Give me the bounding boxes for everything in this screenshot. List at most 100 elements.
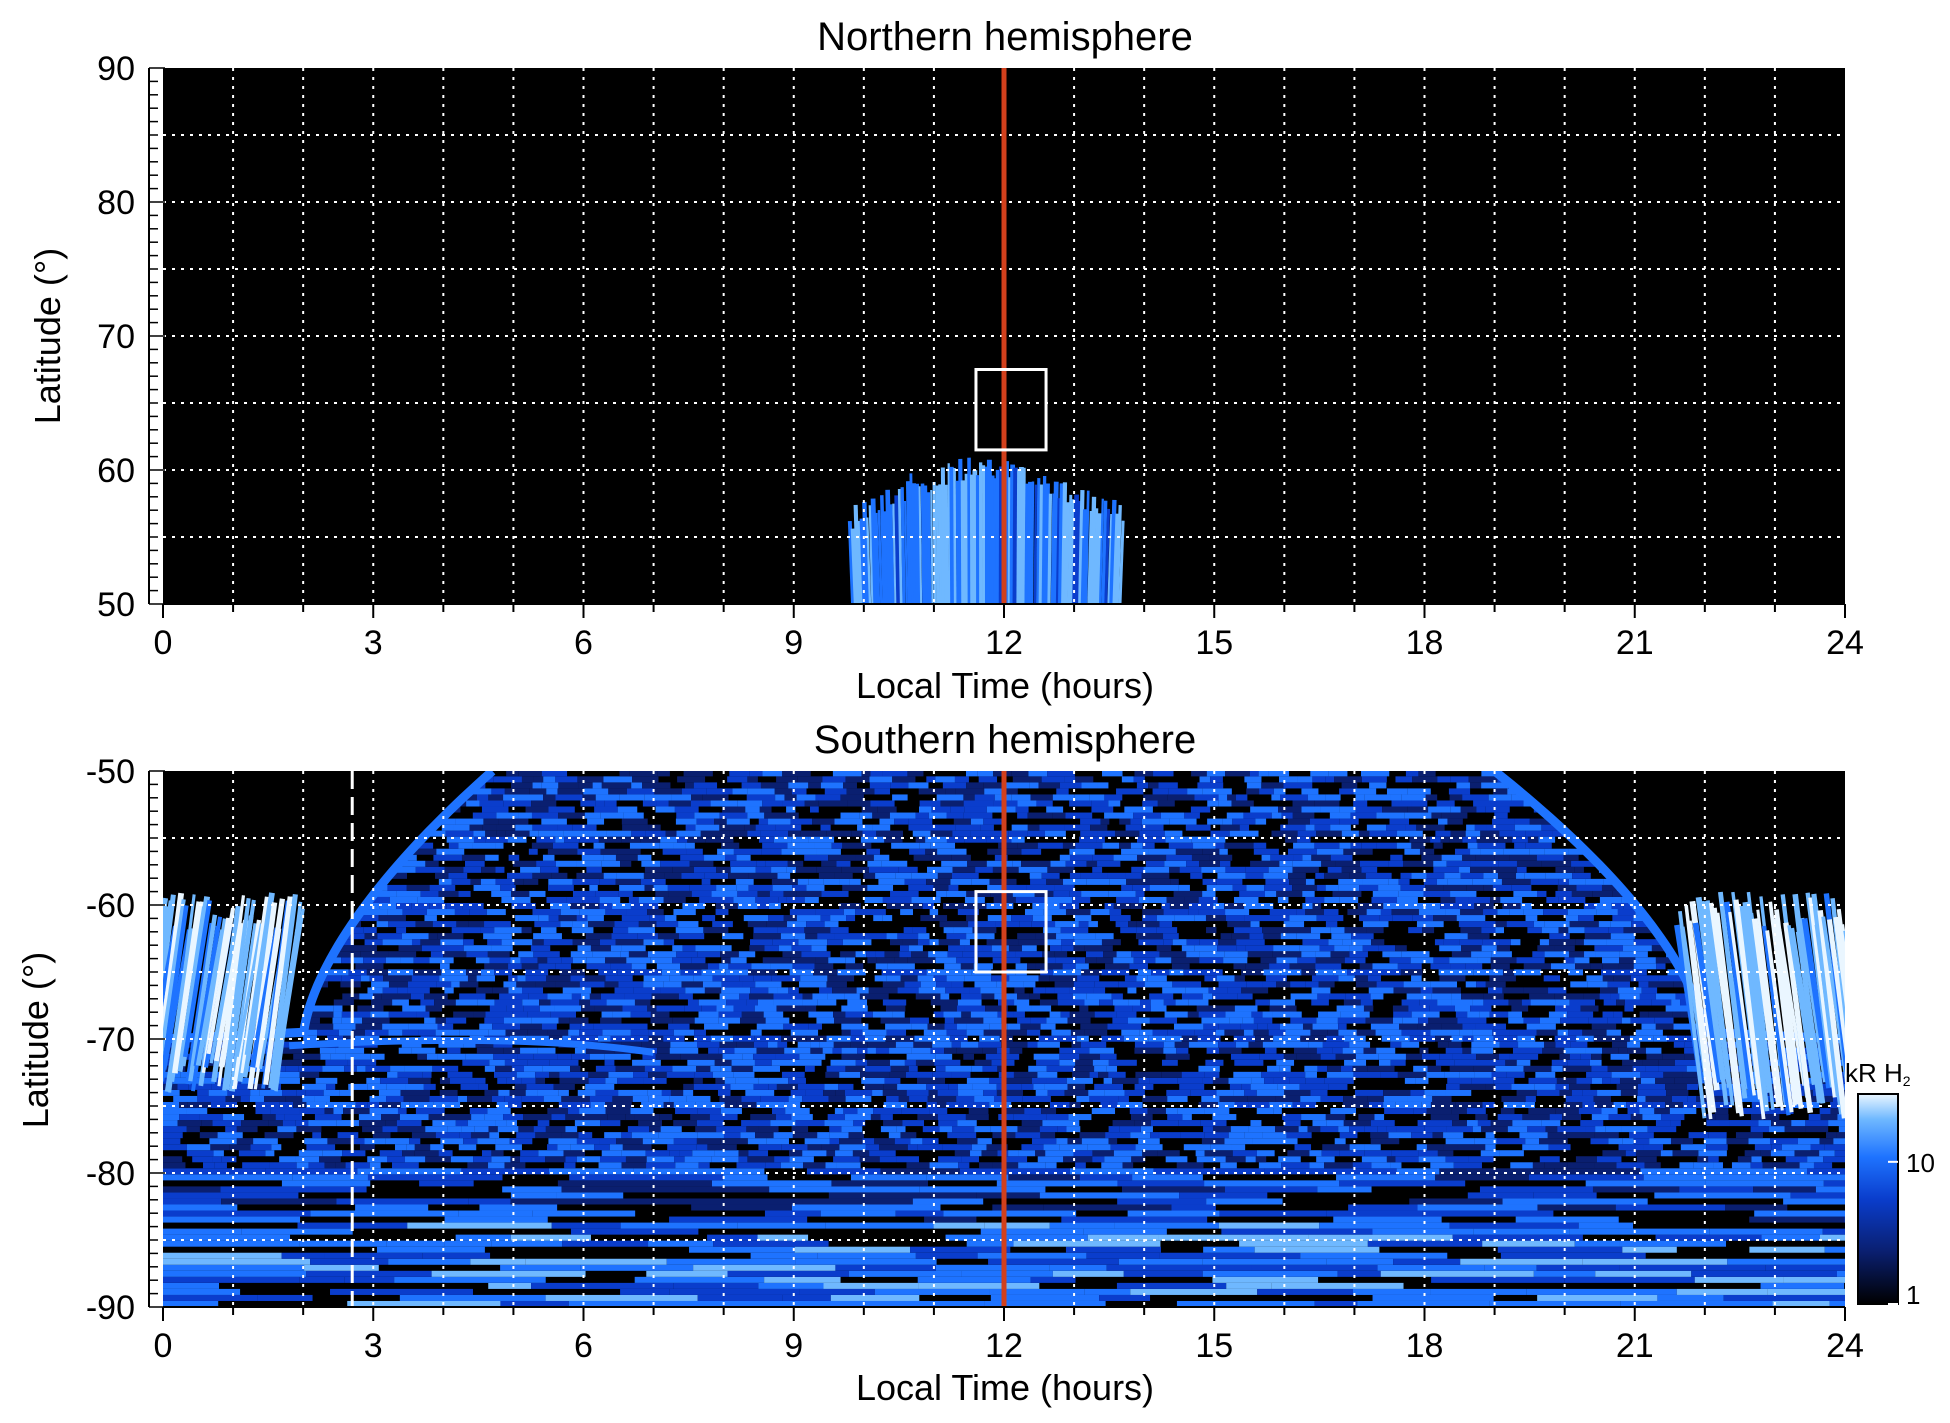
emission-cell [494, 969, 513, 976]
emission-cell [1086, 993, 1112, 1000]
emission-cell [1645, 1095, 1672, 1102]
emission-cell [1135, 890, 1145, 897]
emission-cell [1114, 1222, 1219, 1229]
emission-cell [1401, 1041, 1420, 1048]
emission-cell [322, 1065, 345, 1072]
emission-cell [335, 1047, 365, 1054]
emission-cell [1432, 1095, 1452, 1102]
emission-cell [806, 884, 825, 891]
emission-cell [959, 1101, 974, 1109]
emission-cell [687, 836, 706, 843]
emission-cell [644, 884, 654, 891]
emission-cell [1343, 1095, 1368, 1102]
emission-cell [605, 957, 627, 964]
emission-cell [985, 1053, 1004, 1060]
emission-cell [163, 1192, 299, 1199]
emission-cell [1045, 1162, 1057, 1169]
emission-cell [1392, 1017, 1403, 1024]
emission-cell [1761, 1234, 1820, 1241]
emission-cell [1544, 1162, 1568, 1169]
emission-cell [1450, 806, 1461, 813]
emission-cell [426, 1053, 438, 1060]
emission-cell [520, 1047, 538, 1054]
emission-cell [1269, 1005, 1297, 1012]
emission-cell [519, 1156, 546, 1163]
emission-cell [1151, 969, 1170, 976]
emission-cell [494, 999, 523, 1006]
emission-streak [1715, 912, 1744, 1117]
emission-cell [537, 1120, 550, 1127]
emission-cell [890, 890, 919, 897]
emission-cell [1590, 1138, 1609, 1145]
emission-cell [860, 836, 885, 843]
emission-cell [776, 1005, 806, 1012]
emission-cell [1627, 1041, 1641, 1048]
emission-cell [1760, 1282, 1845, 1289]
emission-cell [1784, 1126, 1806, 1133]
emission-cell [1121, 1186, 1225, 1193]
emission-cell [1557, 1126, 1586, 1133]
emission-cell [403, 1095, 430, 1102]
emission-cell [493, 776, 522, 783]
emission-cell [586, 866, 602, 873]
emission-cell [382, 987, 398, 994]
emission-cell [407, 981, 437, 988]
emission-cell [1555, 890, 1572, 897]
emission-cell [1338, 878, 1363, 885]
emission-cell [488, 1029, 506, 1036]
emission-cell [707, 963, 720, 970]
emission-cell [842, 842, 872, 849]
emission-cell [1354, 1089, 1384, 1096]
emission-cell [828, 957, 846, 964]
emission-cell [1607, 981, 1630, 988]
emission-cell [758, 836, 774, 843]
emission-streak [1706, 900, 1735, 1106]
emission-cell [712, 975, 740, 982]
emission-cell [1620, 1077, 1641, 1084]
emission-cell [411, 975, 440, 982]
emission-cell [1512, 1047, 1543, 1054]
emission-cell [1706, 1089, 1724, 1096]
emission-cell [327, 1138, 354, 1145]
emission-cell [947, 951, 963, 958]
emission-cell [199, 1114, 224, 1121]
emission-cell [1065, 812, 1078, 819]
emission-cell [1379, 915, 1393, 922]
emission-cell [394, 1144, 407, 1151]
emission-cell [576, 860, 602, 867]
emission-cell [867, 1059, 890, 1066]
emission-cell [870, 1114, 881, 1121]
emission-cell [304, 1023, 334, 1030]
emission-cell [404, 1156, 426, 1163]
emission-cell [802, 1150, 827, 1157]
emission-cell [491, 1150, 504, 1157]
emission-cell [1408, 927, 1423, 934]
emission-cell [841, 1023, 869, 1030]
emission-cell [1038, 782, 1060, 789]
emission-cell [978, 921, 996, 928]
emission-cell [682, 902, 705, 910]
emission-cell [778, 896, 787, 903]
emission-cell [1178, 884, 1190, 891]
emission-cell [966, 890, 991, 897]
emission-cell [1086, 878, 1110, 885]
emission-cell [955, 824, 981, 831]
emission-cell [1619, 993, 1640, 1000]
emission-cell [1174, 1041, 1189, 1048]
emission-cell [1639, 1108, 1655, 1115]
emission-cell [1073, 933, 1096, 940]
emission-cell [338, 1029, 353, 1036]
emission-cell [515, 824, 533, 831]
emission-cell [1259, 1053, 1284, 1060]
emission-cell [1065, 860, 1087, 867]
emission-cell [1569, 1228, 1619, 1235]
emission-cell [1341, 866, 1362, 873]
emission-cell [1644, 1162, 1661, 1169]
emission-cell [925, 848, 938, 855]
emission-cell [991, 975, 1010, 982]
emission-cell [729, 830, 748, 837]
emission-cell [1138, 939, 1164, 946]
emission-cell [388, 1011, 417, 1018]
emission-cell [773, 993, 803, 1000]
emission-cell [1029, 782, 1039, 789]
